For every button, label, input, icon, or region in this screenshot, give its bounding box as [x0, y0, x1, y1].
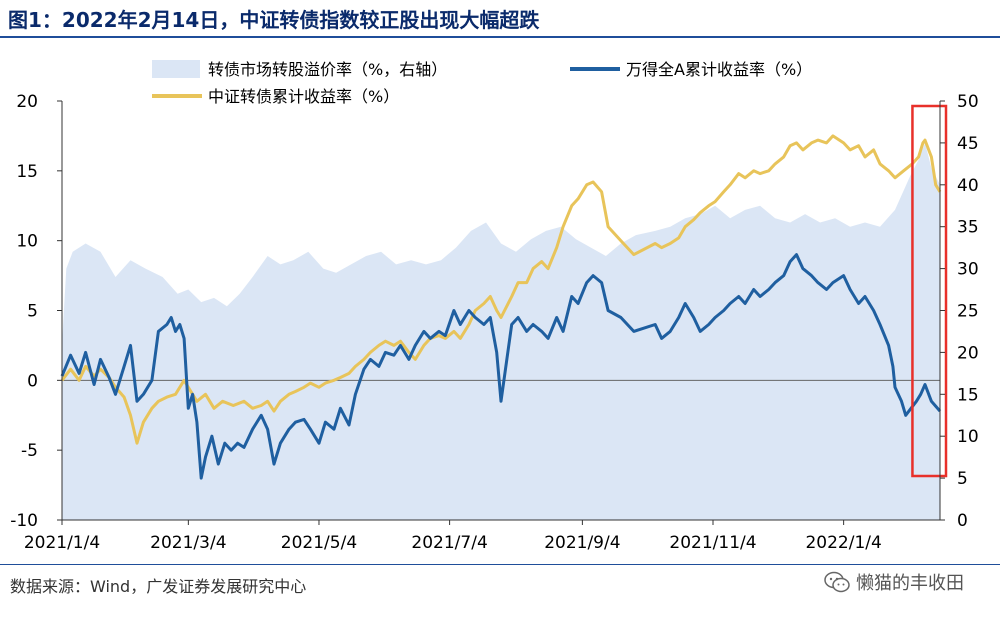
right-axis-tick-label: 30 [957, 260, 979, 280]
title-bar: 图1：2022年2月14日，中证转债指数较正股出现大幅超跌 [0, 0, 1000, 36]
x-axis-tick-label: 2021/7/4 [411, 533, 487, 553]
x-axis-tick-label: 2021/11/4 [669, 533, 756, 553]
right-axis-tick-label: 35 [957, 218, 979, 238]
legend-label-wind-a: 万得全A累计收益率（%） [626, 60, 812, 79]
x-axis-tick-label: 2021/3/4 [150, 533, 226, 553]
legend: 转债市场转股溢价率（%，右轴） 万得全A累计收益率（%） 中证转债累计收益率（%… [152, 60, 812, 106]
chart: 转债市场转股溢价率（%，右轴） 万得全A累计收益率（%） 中证转债累计收益率（%… [10, 60, 979, 553]
right-axis-tick-label: 15 [957, 385, 979, 405]
wechat-icon [824, 571, 850, 593]
left-axis-tick-label: 15 [16, 162, 38, 182]
x-axis-tick-label: 2022/1/4 [805, 533, 881, 553]
right-axis-tick-label: 40 [957, 176, 979, 196]
source-note: 数据来源：Wind，广发证券发展研究中心 [10, 577, 307, 596]
x-axis-tick-label: 2021/1/4 [24, 533, 100, 553]
right-axis-tick-label: 45 [957, 134, 979, 154]
right-axis-tick-label: 0 [957, 511, 968, 531]
left-axis-tick-label: 0 [27, 371, 38, 391]
right-axis-tick-label: 5 [957, 469, 968, 489]
series-wind-a-line [60, 253, 942, 480]
left-axis-tick-label: 20 [16, 92, 38, 112]
legend-label-premium: 转债市场转股溢价率（%，右轴） [208, 60, 447, 79]
axes: -10 -5 0 5 10 15 20 0 5 10 15 20 25 30 35 40 45 50 2021/1/… [10, 92, 978, 553]
watermark-text: 懒猫的丰收田 [856, 573, 964, 594]
highlight-box [911, 104, 948, 478]
left-axis-tick-label: 5 [27, 302, 38, 322]
left-axis-tick-label: -10 [10, 511, 38, 531]
right-axis-tick-label: 10 [957, 427, 979, 447]
right-axis-tick-label: 20 [957, 343, 979, 363]
left-axis-tick-label: -5 [21, 441, 38, 461]
right-axis-tick-label: 25 [957, 302, 979, 322]
x-axis-tick-label: 2021/9/4 [544, 533, 620, 553]
right-axis-tick-label: 50 [957, 92, 979, 112]
page-title: 图1：2022年2月14日，中证转债指数较正股出现大幅超跌 [8, 8, 540, 32]
left-axis-tick-label: 10 [16, 232, 38, 252]
legend-swatch-premium [152, 60, 200, 78]
series-premium-area [62, 142, 940, 520]
watermark: 懒猫的丰收田 [824, 569, 964, 595]
series-cb-index-line [60, 134, 942, 445]
title-divider [0, 36, 1000, 38]
source-divider [0, 564, 1000, 565]
plot-area [60, 104, 948, 520]
legend-label-cb-index: 中证转债累计收益率（%） [208, 87, 399, 106]
x-axis-tick-label: 2021/5/4 [281, 533, 357, 553]
